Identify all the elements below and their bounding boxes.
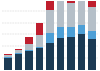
Bar xyxy=(25,44,33,50)
Bar xyxy=(57,38,64,70)
Bar xyxy=(46,33,54,43)
Bar xyxy=(36,48,43,70)
Bar xyxy=(78,34,85,70)
Bar xyxy=(4,55,12,57)
Bar xyxy=(57,0,64,27)
Bar xyxy=(36,35,43,47)
Bar xyxy=(46,0,54,10)
Bar xyxy=(88,0,96,7)
Bar xyxy=(15,50,22,53)
Bar xyxy=(67,0,75,3)
Bar xyxy=(15,53,22,54)
Bar xyxy=(25,37,33,44)
Bar xyxy=(36,47,43,48)
Bar xyxy=(88,7,96,31)
Bar xyxy=(36,23,43,35)
Bar xyxy=(46,43,54,70)
Bar xyxy=(67,37,75,70)
Bar xyxy=(15,54,22,70)
Bar xyxy=(25,50,33,51)
Bar xyxy=(88,31,96,39)
Bar xyxy=(4,57,12,58)
Bar xyxy=(15,49,22,50)
Bar xyxy=(67,27,75,37)
Bar xyxy=(67,3,75,27)
Bar xyxy=(88,39,96,70)
Bar xyxy=(46,10,54,33)
Bar xyxy=(25,51,33,70)
Bar xyxy=(57,27,64,38)
Bar xyxy=(78,0,85,25)
Bar xyxy=(4,58,12,70)
Bar xyxy=(78,25,85,34)
Bar xyxy=(4,54,12,55)
